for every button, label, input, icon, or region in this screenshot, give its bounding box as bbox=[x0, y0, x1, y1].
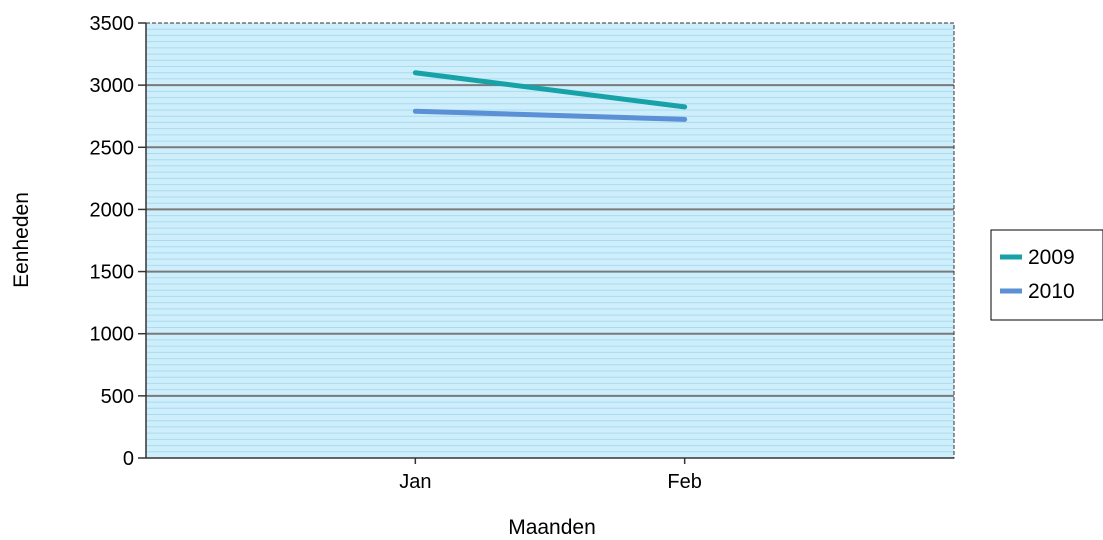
y-tick-label: 2000 bbox=[90, 199, 135, 221]
x-axis-label: Maanden bbox=[508, 516, 596, 539]
major-gridlines bbox=[146, 84, 954, 397]
y-axis-ticks: 0 500 1000 1500 2000 2500 3000 3500 bbox=[90, 13, 146, 470]
legend-label: 2009 bbox=[1028, 246, 1075, 269]
y-tick-label: 3500 bbox=[90, 13, 135, 35]
x-tick-label: Feb bbox=[667, 471, 701, 493]
x-tick-label: Jan bbox=[399, 471, 431, 493]
series-line-2009 bbox=[412, 70, 688, 110]
legend-label: 2010 bbox=[1028, 280, 1075, 303]
y-tick-label: 0 bbox=[123, 448, 134, 470]
y-axis-label: Eenheden bbox=[10, 192, 33, 288]
y-tick-label: 500 bbox=[101, 386, 134, 408]
series-line-2010 bbox=[412, 108, 688, 122]
y-tick-label: 3000 bbox=[90, 75, 135, 97]
y-tick-label: 1500 bbox=[90, 262, 135, 284]
legend: 2009 2010 bbox=[990, 229, 1103, 321]
y-tick-label: 2500 bbox=[90, 137, 135, 159]
x-axis-ticks: Jan Feb bbox=[399, 458, 702, 493]
y-tick-label: 1000 bbox=[90, 324, 135, 346]
legend-box bbox=[990, 229, 1103, 321]
series-lines bbox=[412, 70, 688, 122]
